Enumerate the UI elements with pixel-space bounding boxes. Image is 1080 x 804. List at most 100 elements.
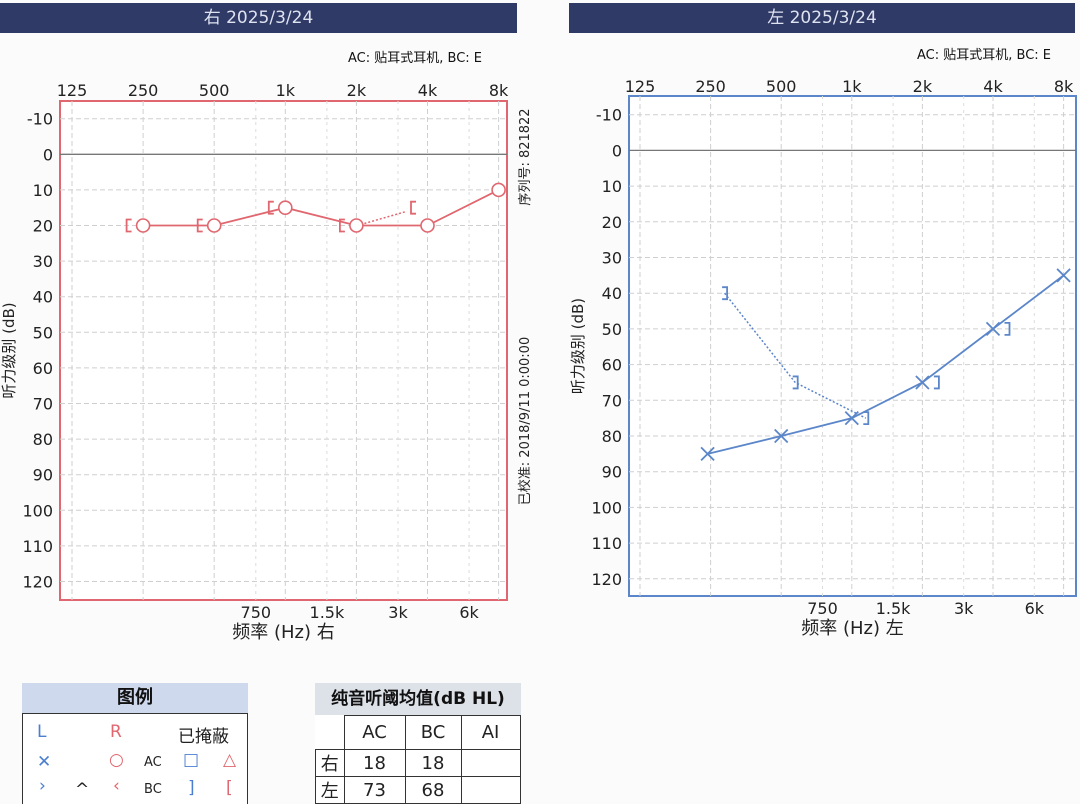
left-transducer-label: AC: 贴耳式耳机, BC: E — [917, 48, 1052, 63]
y-tick-label: -10 — [596, 106, 622, 125]
y-tick-label: 100 — [591, 498, 622, 517]
ac-point-cross — [985, 321, 1001, 337]
pta-cell-ac: 18 — [343, 749, 406, 777]
y-tick-label: 60 — [33, 359, 53, 378]
y-tick-label: 40 — [602, 284, 622, 303]
bc-series-line — [364, 210, 406, 225]
bc-point-bracket — [196, 218, 203, 233]
pta-table: AC BC AI 右 18 18 左 73 68 — [315, 715, 521, 804]
y-tick-label: 50 — [33, 323, 53, 342]
ac-point-cross — [700, 446, 715, 461]
y-tick-label: 10 — [602, 177, 622, 196]
pta-cell-ai — [460, 749, 521, 777]
legend-caret-icon: ^ — [75, 780, 90, 800]
left-ear-title: 左 2025/3/24 — [767, 8, 877, 28]
pta-header-ai: AI — [460, 715, 521, 750]
y-tick-label: 120 — [22, 573, 53, 592]
ac-point-circle — [420, 218, 435, 233]
ac-series-line — [143, 189, 500, 227]
x-tick-label-top: 500 — [199, 81, 230, 100]
y-tick-label: 110 — [591, 534, 622, 553]
legend-ac-label: AC — [144, 755, 162, 770]
x-tick-label-top: 1k — [842, 77, 862, 96]
left-ear-header: 左 2025/3/24 — [569, 3, 1075, 33]
right-audiogram: 125 250 500 1k 2k 4k 8k 750 1.5k 3k 6k -10 0 10 20 30 40… — [0, 81, 533, 643]
y-tick-label: 70 — [602, 391, 622, 410]
y-tick-label: 30 — [33, 252, 53, 271]
y-tick-label: 10 — [33, 181, 53, 200]
y-tick-label: 20 — [33, 217, 53, 236]
y-tick-label: 0 — [43, 145, 53, 164]
serial-number-label: 序列号: 821822 — [518, 108, 533, 205]
ac-point-cross — [774, 428, 789, 444]
bc-point-bracket — [863, 411, 870, 426]
x-tick-label-top: 2k — [913, 77, 933, 96]
ac-point-circle — [206, 218, 222, 233]
ac-point-cross — [915, 375, 930, 390]
legend-r-ac-icon: ○ — [109, 750, 124, 770]
x-tick-label-bottom: 3k — [954, 599, 974, 618]
ac-series-line — [707, 274, 1065, 455]
right-transducer-label: AC: 贴耳式耳机, BC: E — [348, 51, 483, 66]
y-tick-label: 0 — [612, 141, 622, 160]
ac-point-circle — [135, 218, 151, 233]
legend-title: 图例 — [22, 683, 248, 713]
y-tick-label: 90 — [33, 466, 53, 485]
y-tick-label: 20 — [602, 213, 622, 232]
y-axis-title: 听力级别 (dB) — [569, 298, 587, 394]
bc-point-bracket — [1004, 322, 1011, 336]
pta-header-ac: AC — [343, 715, 406, 750]
x-tick-label-top: 2k — [347, 81, 367, 100]
y-tick-label: 60 — [602, 356, 622, 375]
x-tick-label-bottom: 3k — [388, 603, 408, 622]
ac-point-circle — [349, 218, 364, 233]
y-tick-label: 50 — [602, 320, 622, 339]
y-axis-title: 听力级别 (dB) — [0, 302, 18, 398]
ac-point-cross — [844, 411, 859, 426]
x-tick-label-top: 4k — [418, 81, 438, 100]
legend-col-masked: 已掩蔽 — [178, 727, 229, 747]
pta-row-left: 左 73 68 — [315, 776, 521, 804]
legend-l-ac-icon: ✕ — [37, 752, 52, 772]
legend-table: L R 已掩蔽 ✕ ○ AC □ △ › ^ ‹ BC ] [ — [22, 713, 248, 804]
legend-bc-label: BC — [144, 782, 162, 797]
pta-title: 纯音听阈均值(dB HL) — [315, 683, 521, 715]
y-tick-label: -10 — [27, 110, 53, 129]
x-tick-label-top: 125 — [57, 81, 88, 100]
x-tick-label-bottom: 6k — [459, 603, 479, 622]
x-tick-label-top: 125 — [625, 77, 656, 96]
calibration-date-label: 已校准: 2018/9/11 0:00:00 — [517, 337, 533, 505]
y-tick-label: 100 — [22, 501, 53, 520]
bc-point-bracket — [933, 375, 940, 390]
plot-area — [628, 95, 1077, 597]
x-tick-label-top: 500 — [766, 77, 797, 96]
bc-point-bracket — [410, 200, 416, 215]
ac-point-circle — [491, 182, 506, 198]
x-tick-label-top: 8k — [489, 81, 509, 100]
pta-row-label: 右 — [315, 749, 345, 777]
x-tick-label-bottom: 6k — [1025, 599, 1045, 618]
y-tick-label: 40 — [33, 288, 53, 307]
x-tick-label-top: 8k — [1054, 77, 1074, 96]
pta-corner — [315, 715, 345, 750]
right-ear-title: 右 2025/3/24 — [203, 8, 314, 28]
x-tick-label-bottom: 1.5k — [310, 603, 345, 622]
y-tick-label: 90 — [602, 463, 622, 482]
bc-series-line — [724, 292, 867, 419]
pta-cell-bc: 18 — [404, 749, 462, 777]
y-tick-label: 80 — [602, 427, 622, 446]
bc-point-bracket — [125, 218, 132, 233]
x-tick-label-top: 4k — [983, 77, 1003, 96]
legend-l-bc-icon: › — [39, 776, 46, 796]
bc-point-bracket — [792, 375, 799, 390]
legend-masked-bc-r-icon: [ — [226, 778, 233, 798]
pta-row-label: 左 — [315, 776, 345, 804]
left-audiogram: 125 250 500 1k 2k 4k 8k 750 1.5k 3k 6k -10 0 10 20 30 40… — [569, 77, 1077, 639]
pta-panel: 纯音听阈均值(dB HL) AC BC AI 右 18 18 左 73 68 — [315, 683, 521, 804]
legend: 图例 L R 已掩蔽 ✕ ○ AC □ △ › ^ ‹ BC ] [ — [22, 683, 248, 804]
legend-masked-ac-l-icon: □ — [183, 750, 200, 770]
y-tick-label: 120 — [591, 570, 622, 589]
legend-col-r: R — [110, 722, 122, 742]
x-axis-title: 频率 (Hz) 右 — [232, 622, 334, 643]
